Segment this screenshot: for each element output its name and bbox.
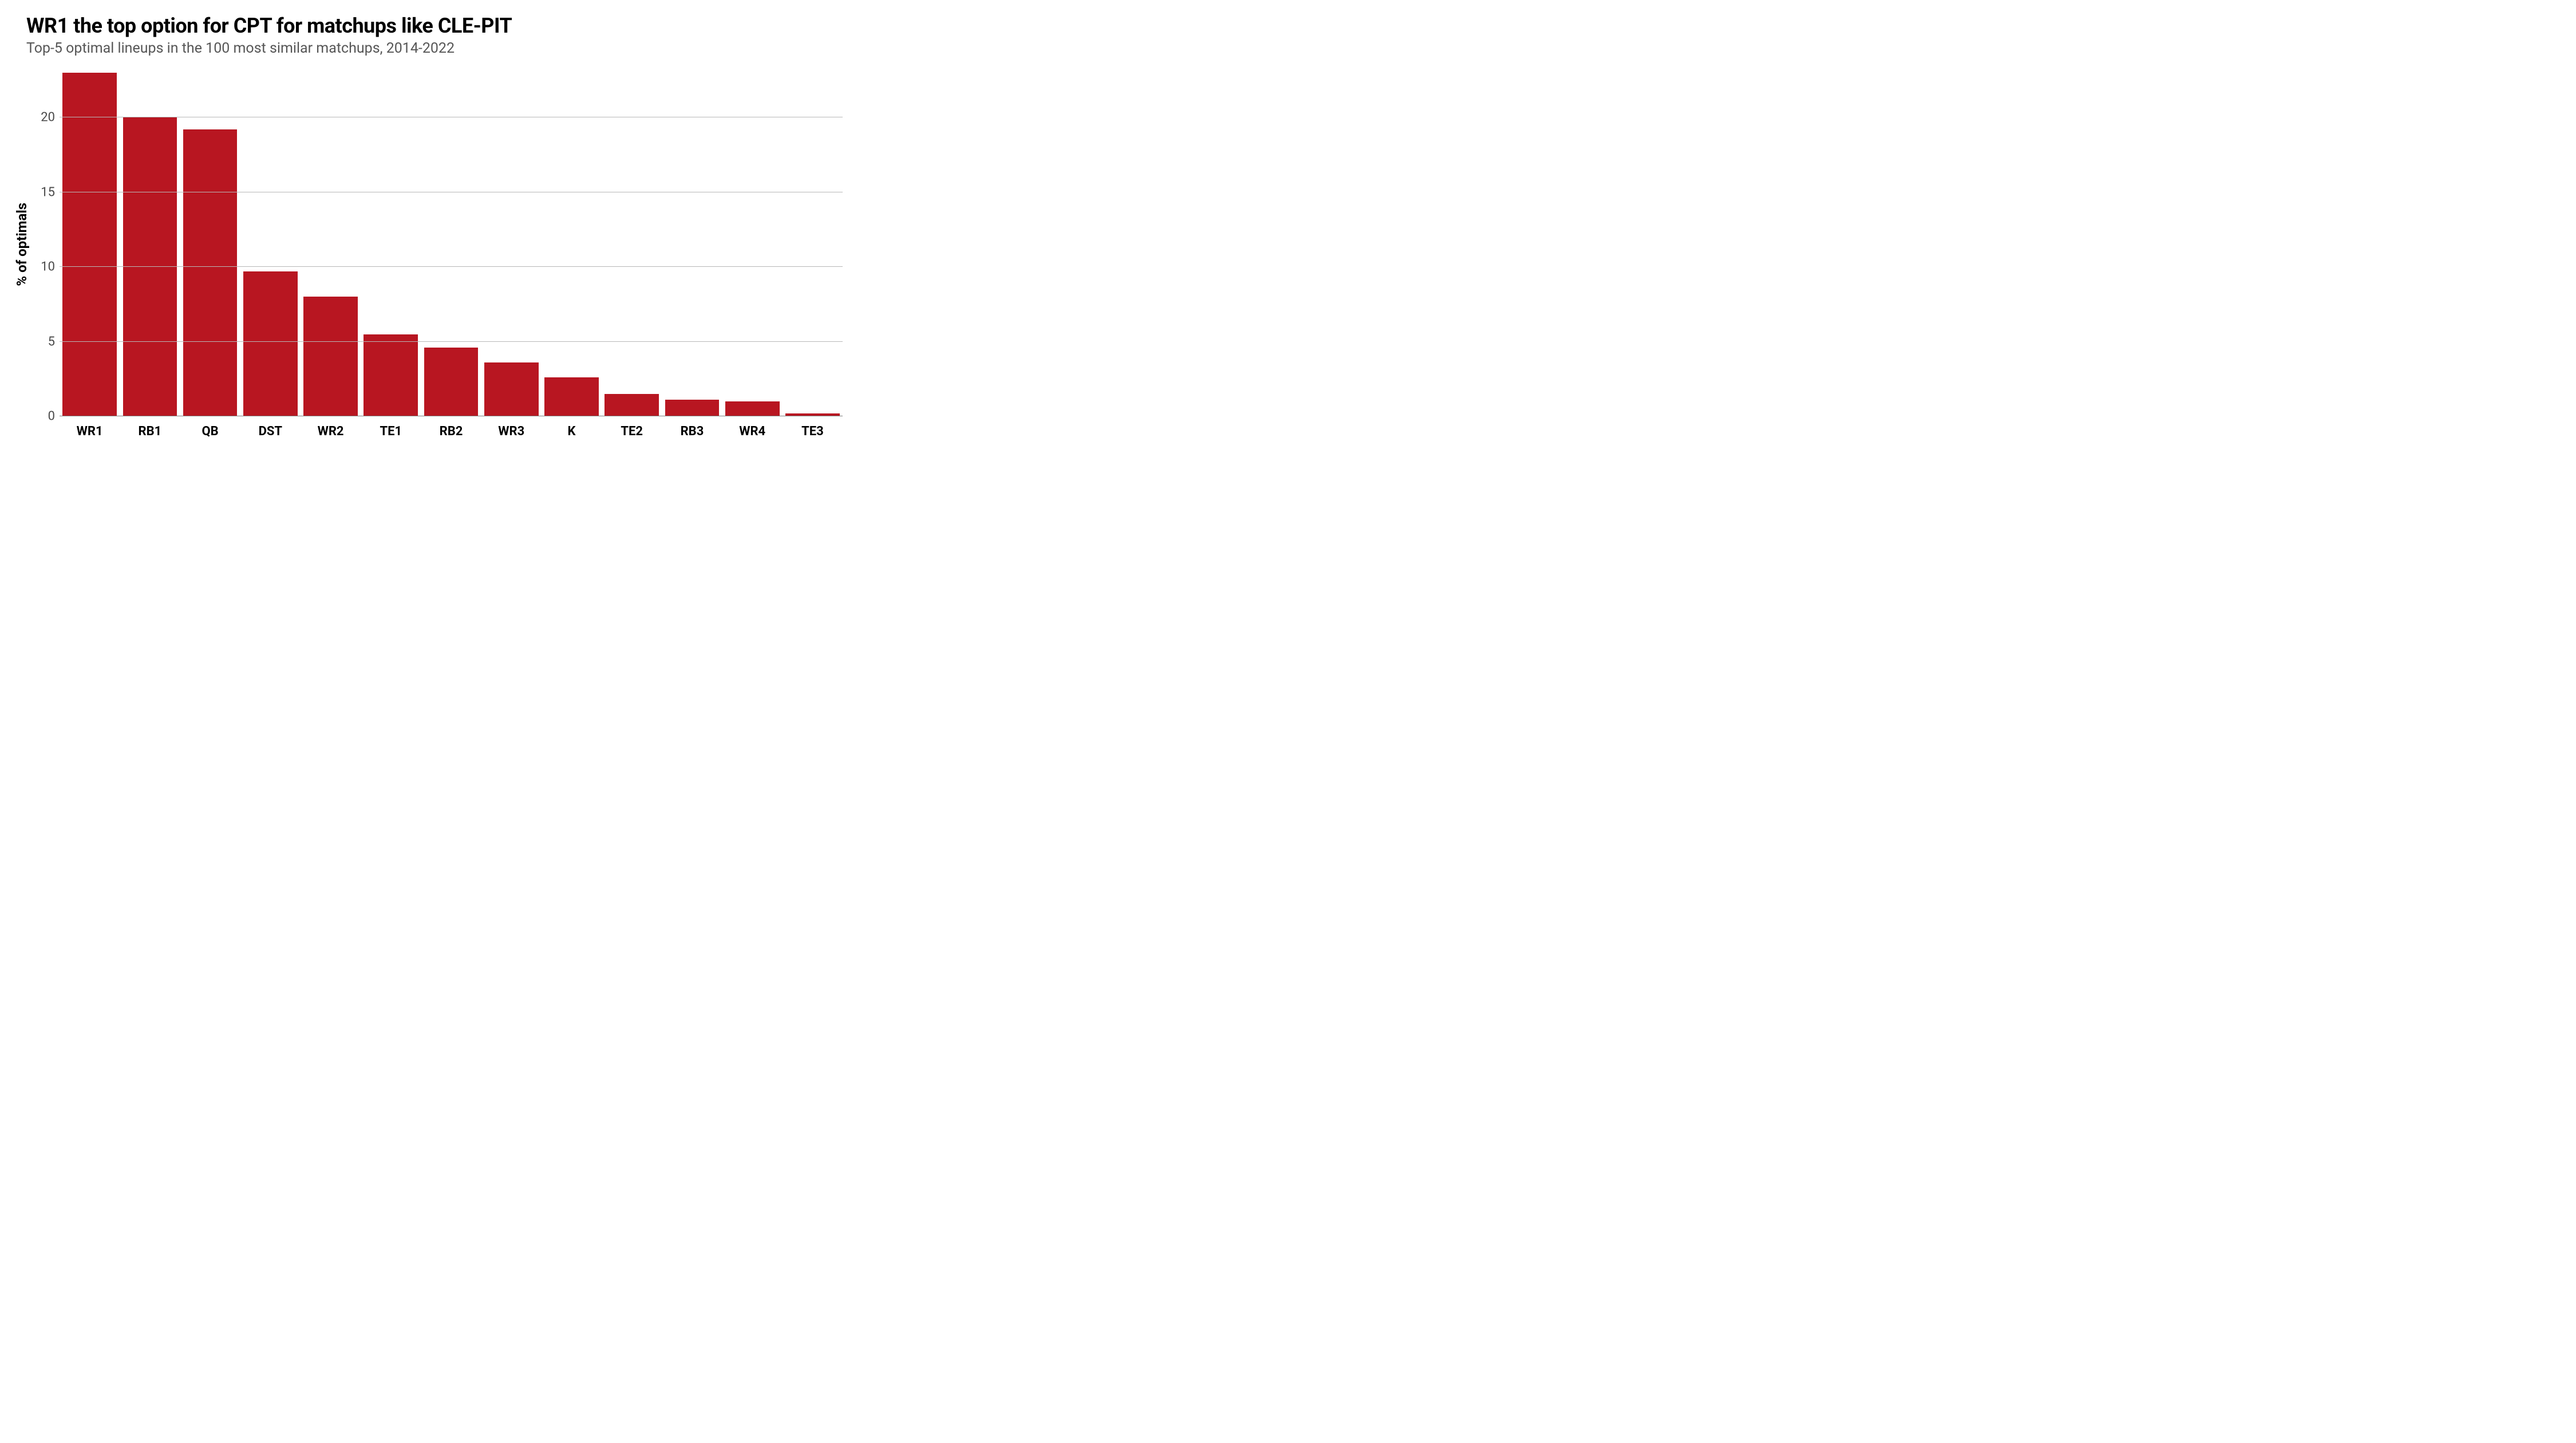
- x-tick-label: TE2: [602, 424, 662, 439]
- bar-slot: [602, 73, 662, 416]
- y-tick-label: 0: [48, 409, 55, 424]
- x-tick-label: WR3: [481, 424, 542, 439]
- x-tick-label: WR4: [722, 424, 783, 439]
- y-axis-ticks: 05101520: [34, 73, 60, 416]
- x-axis-labels: WR1RB1QBDSTWR2TE1RB2WR3KTE2RB3WR4TE3: [60, 424, 843, 439]
- bar-wr2: [303, 297, 358, 416]
- bar-rb3: [665, 400, 720, 416]
- bar-slot: [662, 73, 722, 416]
- bar-slot: [542, 73, 602, 416]
- chart-title: WR1 the top option for CPT for matchups …: [26, 14, 843, 38]
- bar-slot: [722, 73, 783, 416]
- x-tick-label: K: [542, 424, 602, 439]
- bar-wr3: [484, 362, 539, 416]
- y-tick-label: 15: [41, 185, 55, 199]
- x-tick-label: WR1: [60, 424, 120, 439]
- plot-row: % of optimals 05101520: [9, 73, 843, 416]
- chart-subtitle: Top-5 optimal lineups in the 100 most si…: [26, 40, 843, 57]
- x-axis-row: WR1RB1QBDSTWR2TE1RB2WR3KTE2RB3WR4TE3: [9, 424, 843, 439]
- x-tick-label: QB: [180, 424, 240, 439]
- y-axis-label: % of optimals: [14, 203, 30, 286]
- bar-slot: [783, 73, 843, 416]
- bar-slot: [240, 73, 301, 416]
- x-tick-label: TE1: [361, 424, 421, 439]
- gridline: [60, 266, 843, 267]
- x-tick-label: RB1: [120, 424, 180, 439]
- bar-slot: [120, 73, 180, 416]
- plot-area: [60, 73, 843, 416]
- bar-k: [544, 377, 599, 416]
- x-tick-label: RB2: [421, 424, 481, 439]
- chart-container: WR1 the top option for CPT for matchups …: [0, 0, 859, 481]
- bar-te2: [605, 394, 659, 416]
- bar-wr4: [725, 401, 780, 416]
- x-tick-label: WR2: [301, 424, 361, 439]
- x-tick-label: DST: [240, 424, 301, 439]
- bar-te1: [364, 334, 418, 416]
- y-tick-label: 20: [41, 111, 55, 125]
- bars-row: [60, 73, 843, 416]
- x-tick-label: TE3: [783, 424, 843, 439]
- x-tick-label: RB3: [662, 424, 722, 439]
- bar-slot: [421, 73, 481, 416]
- y-axis-label-col: % of optimals: [9, 73, 34, 416]
- bar-rb2: [424, 348, 479, 416]
- bar-qb: [183, 129, 238, 416]
- y-tick-label: 5: [48, 334, 55, 349]
- y-tick-label: 10: [41, 260, 55, 274]
- bar-slot: [361, 73, 421, 416]
- bar-slot: [481, 73, 542, 416]
- bar-wr1: [62, 73, 117, 416]
- bar-dst: [243, 271, 298, 416]
- bar-slot: [180, 73, 240, 416]
- gridline: [60, 341, 843, 342]
- bar-slot: [301, 73, 361, 416]
- bar-slot: [60, 73, 120, 416]
